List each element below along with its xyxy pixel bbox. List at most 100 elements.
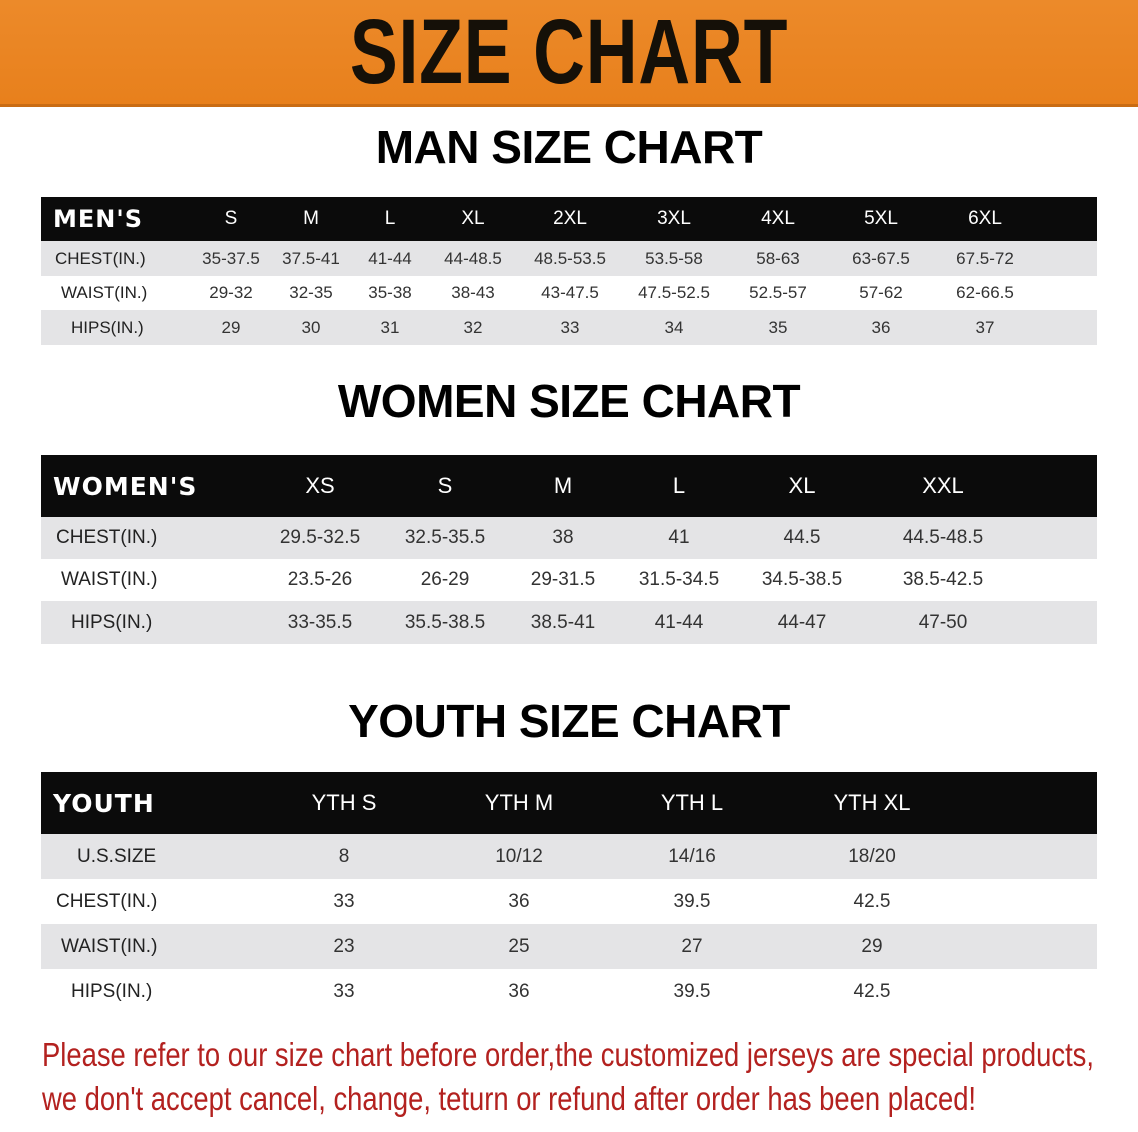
table-row: HIPS(IN.) 33-35.5 35.5-38.5 38.5-41 41-44 44-…: [41, 601, 1097, 644]
men-size-table: MEN'S S M L XL 2XL 3XL 4XL 5XL 6XL CHEST(IN.) 35-37…: [41, 197, 1097, 345]
table-row: CHEST(IN.) 33 36 39.5 42.5: [41, 879, 1097, 924]
table-row: WAIST(IN.) 23.5-26 26-29 29-31.5 31.5-34.5 34…: [41, 559, 1097, 601]
table-cell: 41-44: [654, 611, 704, 633]
table-row: CHEST(IN.) 35-37.5 37.5-41 41-44 44-48.5 48.5…: [41, 241, 1097, 276]
table-cell: 18/20: [848, 845, 896, 867]
table-cell: 29: [861, 935, 883, 957]
table-cell: 38.5-41: [530, 611, 596, 633]
table-cell: 44.5: [783, 527, 821, 548]
table-cell: 42.5: [853, 890, 891, 912]
youth-header-row: YOUTH YTH S YTH M YTH L YTH XL: [41, 772, 1097, 834]
table-cell: 33: [333, 980, 355, 1002]
table-cell: 23.5-26: [287, 569, 353, 590]
table-cell: 29: [221, 317, 241, 337]
table-cell: 29.5-32.5: [279, 527, 361, 548]
notice-line-1: Please refer to our size chart before or…: [42, 1036, 1094, 1073]
table-cell: 41: [668, 527, 690, 548]
table-cell: 38.5-42.5: [902, 569, 984, 590]
table-cell: 39.5: [673, 980, 711, 1002]
table-row: U.S.SIZE 8 10/12 14/16 18/20: [41, 834, 1097, 879]
size-header-cell: YTH L: [660, 790, 724, 815]
size-header-cell: XXL: [922, 473, 964, 498]
size-header-cell: L: [672, 473, 686, 498]
table-cell: 35.5-38.5: [404, 611, 486, 633]
men-header-row: MEN'S S M L XL 2XL 3XL 4XL 5XL 6XL: [41, 197, 1097, 241]
row-label: WAIST(IN.): [61, 283, 148, 302]
table-cell: 31.5-34.5: [638, 569, 720, 590]
table-cell: 53.5-58: [645, 248, 703, 268]
table-cell: 34.5-38.5: [761, 569, 843, 590]
table-cell: 14/16: [668, 845, 716, 867]
row-label: CHEST(IN.): [56, 527, 158, 548]
banner: SIZE CHART: [0, 0, 1138, 107]
table-cell: 42.5: [853, 980, 891, 1002]
table-cell: 44.5-48.5: [902, 527, 984, 548]
table-cell: 30: [301, 317, 321, 337]
table-cell: 27: [681, 935, 703, 957]
table-cell: 33: [560, 317, 580, 337]
table-cell: 47.5-52.5: [638, 283, 710, 302]
table-cell: 52.5-57: [749, 283, 807, 302]
table-row: WAIST(IN.) 23 25 27 29: [41, 924, 1097, 969]
table-cell: 48.5-53.5: [534, 248, 606, 268]
table-cell: 8: [338, 845, 350, 867]
table-cell: 38: [552, 527, 574, 548]
youth-size-table: YOUTH YTH S YTH M YTH L YTH XL U.S.SIZE 8 10/12…: [41, 772, 1097, 1014]
table-row: HIPS(IN.) 29 30 31 32 33 34 35 36 37: [41, 310, 1097, 345]
table-row: CHEST(IN.) 29.5-32.5 32.5-35.5 38 41 44.5 44.5…: [41, 517, 1097, 559]
youth-section-title: YOUTH SIZE CHART: [348, 695, 790, 747]
table-cell: 57-62: [859, 283, 903, 302]
table-cell: 23: [333, 935, 355, 957]
row-label: HIPS(IN.): [71, 611, 153, 633]
row-label: U.S.SIZE: [77, 845, 157, 867]
table-cell: 39.5: [673, 890, 711, 912]
table-cell: 33-35.5: [287, 611, 353, 633]
table-cell: 41-44: [368, 248, 412, 268]
size-header-cell: YTH S: [311, 790, 377, 815]
table-cell: 25: [508, 935, 530, 957]
row-label: CHEST(IN.): [55, 248, 146, 268]
table-cell: 63-67.5: [852, 248, 910, 268]
table-cell: 44-47: [777, 611, 827, 633]
table-cell: 29-31.5: [530, 569, 596, 590]
size-header-cell: XL: [461, 208, 485, 229]
size-header-cell: YTH XL: [833, 790, 911, 815]
table-cell: 44-48.5: [444, 248, 502, 268]
table-cell: 35: [768, 317, 788, 337]
women-header-row: WOMEN'S XS S M L XL XXL: [41, 455, 1097, 517]
women-size-table: WOMEN'S XS S M L XL XXL CHEST(IN.) 29.5-32.5 32.5…: [41, 455, 1097, 644]
table-cell: 32-35: [289, 283, 333, 302]
size-header-cell: M: [303, 208, 319, 229]
size-header-cell: 3XL: [657, 208, 691, 229]
youth-header-label: YOUTH: [53, 788, 155, 818]
size-header-cell: XL: [788, 473, 816, 498]
row-label: WAIST(IN.): [61, 569, 158, 590]
table-row: HIPS(IN.) 33 36 39.5 42.5: [41, 969, 1097, 1014]
notice-line-2: we don't accept cancel, change, teturn o…: [42, 1080, 977, 1117]
size-header-cell: L: [384, 208, 396, 229]
table-cell: 43-47.5: [541, 283, 599, 302]
row-label: HIPS(IN.): [71, 317, 144, 337]
size-header-cell: 5XL: [864, 208, 898, 229]
table-cell: 36: [871, 317, 891, 337]
table-cell: 35-38: [368, 283, 412, 302]
size-header-cell: S: [437, 473, 453, 498]
banner-title: SIZE CHART: [349, 1, 789, 103]
size-header-cell: YTH M: [484, 790, 554, 815]
row-label: WAIST(IN.): [61, 935, 158, 957]
table-cell: 47-50: [918, 611, 968, 633]
table-cell: 31: [380, 317, 400, 337]
size-header-cell: 4XL: [761, 208, 795, 229]
size-header-cell: 2XL: [553, 208, 587, 229]
women-header-label: WOMEN'S: [53, 471, 198, 501]
row-label: HIPS(IN.): [71, 980, 153, 1002]
table-cell: 35-37.5: [202, 248, 260, 268]
row-label: CHEST(IN.): [56, 890, 158, 912]
table-cell: 58-63: [756, 248, 800, 268]
table-cell: 32.5-35.5: [404, 527, 486, 548]
table-cell: 37: [975, 317, 995, 337]
table-cell: 26-29: [420, 569, 470, 590]
table-cell: 62-66.5: [956, 283, 1014, 302]
men-section-title: MAN SIZE CHART: [375, 121, 763, 173]
table-cell: 36: [508, 890, 530, 912]
